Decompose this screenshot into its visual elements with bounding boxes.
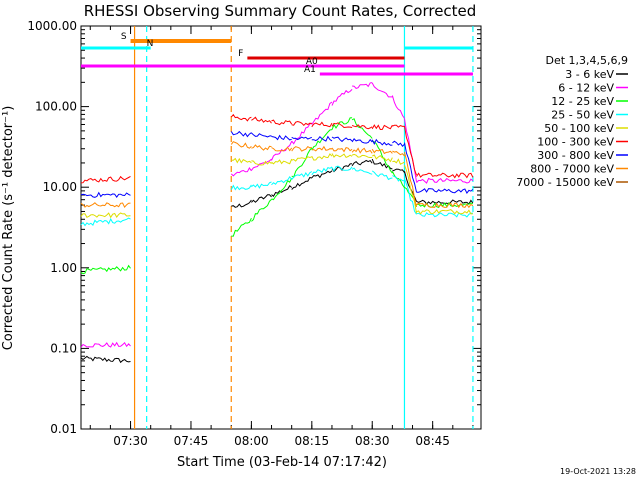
x-tick-label: 08:00 [234, 434, 269, 448]
series-lines [80, 82, 474, 364]
legend-label: 6 - 12 keV [558, 82, 614, 95]
vertical-markers [133, 26, 474, 429]
y-tick-label: 0.10 [50, 341, 77, 355]
legend-label: 12 - 25 keV [551, 95, 614, 108]
event-flag-label: F [238, 49, 243, 59]
y-tick-label: 10.00 [43, 180, 77, 194]
x-tick-label: 08:45 [415, 434, 450, 448]
y-axis-label: Corrected Count Rate (s⁻¹ detector⁻¹) [1, 106, 16, 351]
x-tick-label: 07:30 [113, 434, 148, 448]
x-tick-label: 08:15 [295, 434, 330, 448]
legend-title: Det 1,3,4,5,6,9 [545, 54, 628, 67]
series-line [80, 153, 473, 219]
y-axis: 0.01 0.10 1.00 10.00 100.00 1000.00 [27, 19, 481, 436]
legend-label: 50 - 100 keV [544, 122, 614, 135]
series-line [80, 113, 474, 184]
series-line [80, 158, 474, 364]
legend-label: 800 - 7000 keV [530, 163, 614, 176]
x-axis: 07:30 07:45 08:00 08:15 08:30 08:45 [89, 26, 474, 448]
footer-date: 19-Oct-2021 13:28 [560, 467, 636, 476]
event-flag-label: A0 [306, 57, 318, 67]
plot-area [80, 25, 482, 430]
chart-title: RHESSI Observing Summary Count Rates, Co… [84, 2, 477, 20]
x-tick-label: 07:45 [174, 434, 209, 448]
legend-label: 300 - 800 keV [537, 149, 614, 162]
legend-label: 25 - 50 keV [551, 109, 614, 122]
y-tick-label: 1000.00 [27, 19, 77, 33]
x-axis-label: Start Time (03-Feb-14 07:17:42) [177, 455, 387, 470]
series-line [80, 165, 473, 227]
event-flag-label: A1 [304, 65, 316, 75]
event-flag-label: S [121, 32, 127, 42]
event-flag-label: N [147, 39, 154, 49]
y-tick-label: 0.01 [50, 422, 77, 436]
x-tick-label: 08:30 [355, 434, 390, 448]
series-line [80, 82, 474, 348]
y-tick-label: 1.00 [50, 261, 77, 275]
y-tick-label: 100.00 [35, 100, 77, 114]
legend-label: 100 - 300 keV [537, 136, 614, 149]
legend-label: 3 - 6 keV [565, 68, 614, 81]
plot-frame [80, 25, 482, 430]
series-line [80, 141, 474, 209]
legend-label: 7000 - 15000 keV [516, 176, 614, 189]
series-line [80, 130, 474, 198]
